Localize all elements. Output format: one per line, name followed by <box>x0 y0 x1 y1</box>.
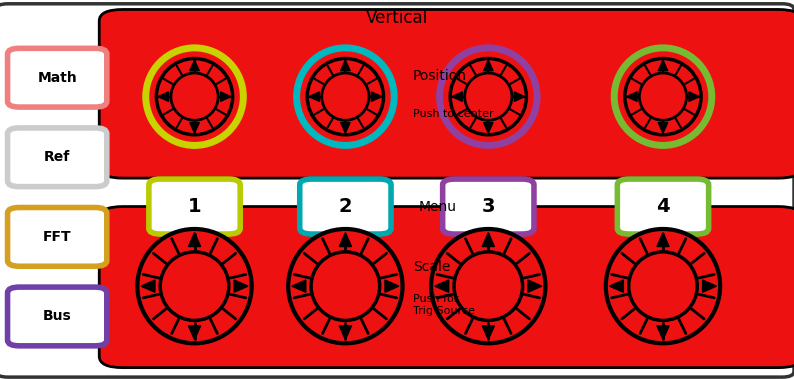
Polygon shape <box>188 326 201 340</box>
Polygon shape <box>221 92 231 102</box>
Polygon shape <box>234 280 248 292</box>
Polygon shape <box>158 92 168 102</box>
Text: Math: Math <box>37 71 77 85</box>
Polygon shape <box>190 60 199 71</box>
FancyBboxPatch shape <box>617 179 708 234</box>
Ellipse shape <box>431 229 545 343</box>
Text: 3: 3 <box>481 197 495 216</box>
Polygon shape <box>689 92 700 102</box>
Polygon shape <box>515 92 525 102</box>
Ellipse shape <box>629 252 697 321</box>
Text: 2: 2 <box>338 197 353 216</box>
FancyBboxPatch shape <box>443 179 534 234</box>
Text: FFT: FFT <box>43 230 71 244</box>
Ellipse shape <box>440 48 537 146</box>
Polygon shape <box>339 233 352 247</box>
Ellipse shape <box>307 58 384 135</box>
Ellipse shape <box>615 48 711 146</box>
FancyBboxPatch shape <box>7 208 106 266</box>
Polygon shape <box>657 233 669 247</box>
Polygon shape <box>528 280 542 292</box>
Ellipse shape <box>297 48 394 146</box>
Polygon shape <box>435 280 449 292</box>
Ellipse shape <box>450 58 526 135</box>
Ellipse shape <box>160 252 229 321</box>
FancyBboxPatch shape <box>300 179 391 234</box>
Polygon shape <box>341 60 350 71</box>
FancyBboxPatch shape <box>7 128 106 187</box>
Ellipse shape <box>464 73 512 120</box>
Polygon shape <box>610 280 623 292</box>
Text: Ref: Ref <box>44 150 71 164</box>
FancyBboxPatch shape <box>149 179 240 234</box>
Polygon shape <box>309 92 319 102</box>
Ellipse shape <box>639 73 687 120</box>
Polygon shape <box>372 92 382 102</box>
Polygon shape <box>482 326 495 340</box>
Ellipse shape <box>146 48 243 146</box>
Ellipse shape <box>156 58 233 135</box>
Text: Push for
Trig Source: Push for Trig Source <box>413 294 475 316</box>
Text: Position: Position <box>413 69 467 83</box>
Polygon shape <box>190 122 199 133</box>
Ellipse shape <box>288 229 403 343</box>
Polygon shape <box>339 326 352 340</box>
Ellipse shape <box>606 229 720 343</box>
Ellipse shape <box>454 252 522 321</box>
FancyBboxPatch shape <box>7 287 106 346</box>
FancyBboxPatch shape <box>7 49 106 107</box>
Polygon shape <box>484 122 493 133</box>
Ellipse shape <box>311 252 380 321</box>
Polygon shape <box>658 122 668 133</box>
Polygon shape <box>292 280 306 292</box>
Text: Push to center: Push to center <box>413 109 494 119</box>
Polygon shape <box>141 280 155 292</box>
Ellipse shape <box>322 73 369 120</box>
Polygon shape <box>341 122 350 133</box>
Polygon shape <box>482 233 495 247</box>
Ellipse shape <box>137 229 252 343</box>
Polygon shape <box>626 92 637 102</box>
Polygon shape <box>657 326 669 340</box>
Polygon shape <box>484 60 493 71</box>
Text: Vertical: Vertical <box>366 9 428 27</box>
Polygon shape <box>188 233 201 247</box>
FancyBboxPatch shape <box>99 207 794 368</box>
Text: 4: 4 <box>656 197 670 216</box>
Ellipse shape <box>625 58 701 135</box>
Polygon shape <box>452 92 462 102</box>
Polygon shape <box>658 60 668 71</box>
Polygon shape <box>703 280 716 292</box>
FancyBboxPatch shape <box>0 4 794 377</box>
Text: Scale: Scale <box>413 260 450 274</box>
Text: Bus: Bus <box>43 310 71 323</box>
FancyBboxPatch shape <box>99 9 794 178</box>
Ellipse shape <box>171 73 218 120</box>
Text: 1: 1 <box>187 197 202 216</box>
Text: Menu: Menu <box>418 200 457 213</box>
Polygon shape <box>385 280 399 292</box>
